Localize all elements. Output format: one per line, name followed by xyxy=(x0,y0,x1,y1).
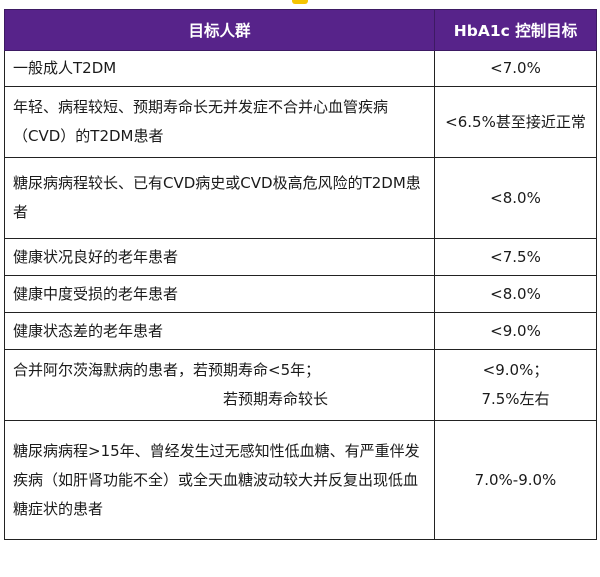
table-row: 健康中度受损的老年患者 <8.0% xyxy=(4,275,597,313)
top-marker xyxy=(292,0,308,4)
hba1c-value-cell: <6.5%甚至接近正常 xyxy=(434,86,597,158)
table-row: 糖尿病病程较长、已有CVD病史或CVD极高危风险的T2DM患者 <8.0% xyxy=(4,157,597,239)
target-group-cell: 健康状况良好的老年患者 xyxy=(4,238,435,276)
table-header-row: 目标人群 HbA1c 控制目标 xyxy=(4,9,597,51)
hba1c-value-cell: <8.0% xyxy=(434,275,597,313)
hba1c-target-table: 目标人群 HbA1c 控制目标 一般成人T2DM <7.0% 年轻、病程较短、预… xyxy=(4,9,597,540)
table-row: 年轻、病程较短、预期寿命长无并发症不合并心血管疾病（CVD）的T2DM患者 <6… xyxy=(4,86,597,158)
table-row: 健康状态差的老年患者 <9.0% xyxy=(4,312,597,350)
hba1c-value-cell: <7.0% xyxy=(434,50,597,87)
table-row: 一般成人T2DM <7.0% xyxy=(4,50,597,87)
target-group-cell: 一般成人T2DM xyxy=(4,50,435,87)
target-group-cell: 健康中度受损的老年患者 xyxy=(4,275,435,313)
hba1c-value-cell: <7.5% xyxy=(434,238,597,276)
target-group-cell: 糖尿病病程较长、已有CVD病史或CVD极高危风险的T2DM患者 xyxy=(4,157,435,239)
target-group-cell: 健康状态差的老年患者 xyxy=(4,312,435,350)
hba1c-value-line: 7.5%左右 xyxy=(481,390,550,408)
target-group-cell: 合并阿尔茨海默病的患者，若预期寿命<5年； 若预期寿命较长 xyxy=(4,349,435,421)
hba1c-value-line: <9.0%； xyxy=(482,361,549,379)
target-group-line: 合并阿尔茨海默病的患者，若预期寿命<5年； xyxy=(13,361,321,379)
table-row: 合并阿尔茨海默病的患者，若预期寿命<5年； 若预期寿命较长 <9.0%； 7.5… xyxy=(4,349,597,421)
header-target-group: 目标人群 xyxy=(4,9,435,51)
table-row: 健康状况良好的老年患者 <7.5% xyxy=(4,238,597,276)
header-hba1c-target: HbA1c 控制目标 xyxy=(434,9,597,51)
target-group-cell: 年轻、病程较短、预期寿命长无并发症不合并心血管疾病（CVD）的T2DM患者 xyxy=(4,86,435,158)
hba1c-value-cell: <9.0% xyxy=(434,312,597,350)
table-row: 糖尿病病程>15年、曾经发生过无感知性低血糖、有严重伴发疾病（如肝肾功能不全）或… xyxy=(4,420,597,540)
hba1c-value-cell: <8.0% xyxy=(434,157,597,239)
target-group-line: 若预期寿命较长 xyxy=(223,390,329,408)
hba1c-value-cell: <9.0%； 7.5%左右 xyxy=(434,349,597,421)
target-group-cell: 糖尿病病程>15年、曾经发生过无感知性低血糖、有严重伴发疾病（如肝肾功能不全）或… xyxy=(4,420,435,540)
hba1c-value-cell: 7.0%-9.0% xyxy=(434,420,597,540)
